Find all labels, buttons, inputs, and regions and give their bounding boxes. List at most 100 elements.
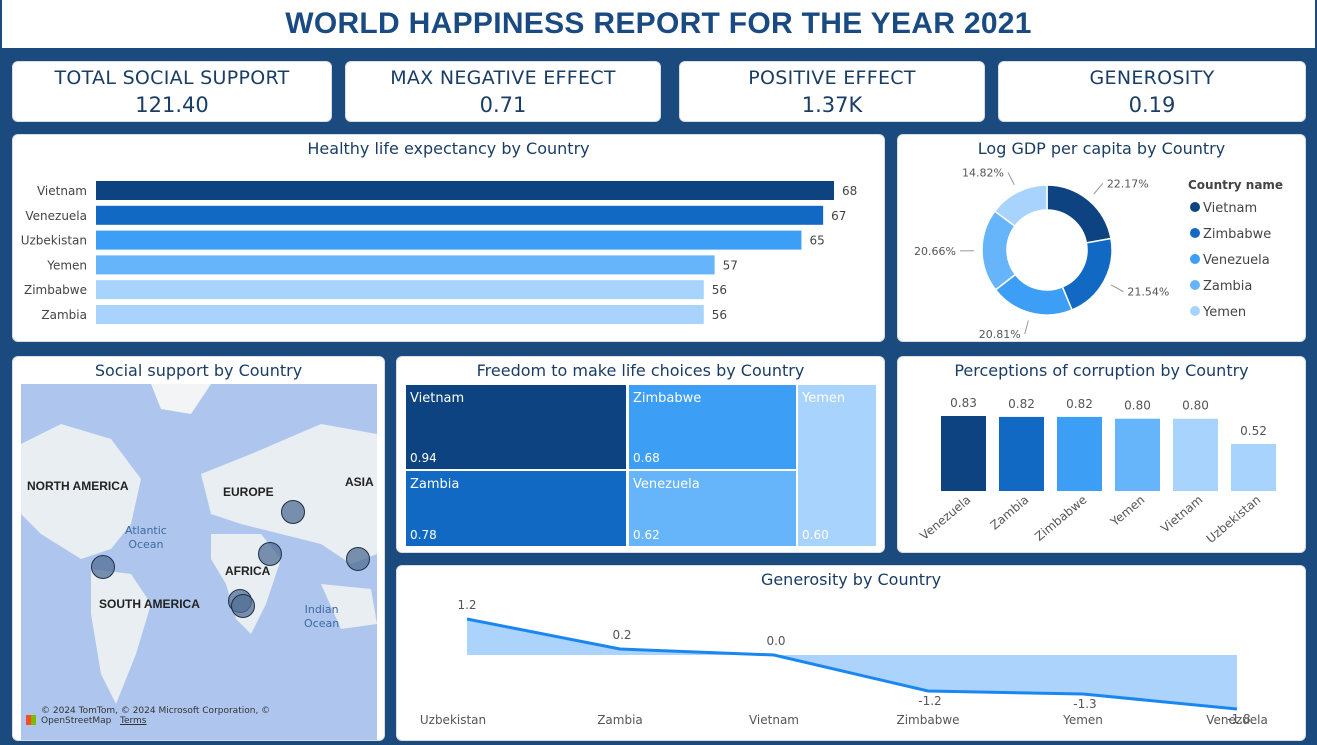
category-label: Zimbabwe (1032, 493, 1089, 544)
treemap-tile-name: Zimbabwe (633, 391, 702, 406)
bar-yemen (1115, 418, 1160, 491)
map-terms-link[interactable]: Terms (119, 716, 147, 726)
kpi-value: 121.40 (135, 92, 209, 117)
legend-item: Venezuela (1203, 253, 1270, 268)
treemap-tile-value: 0.68 (633, 451, 660, 465)
data-label: 56 (712, 308, 727, 322)
freedom-treemap-card[interactable]: Freedom to make life choices by Country … (396, 356, 885, 553)
chart-title: Generosity by Country (760, 570, 942, 589)
kpi-total-social-support[interactable]: TOTAL SOCIAL SUPPORT 121.40 (12, 61, 332, 122)
category-label: Uzbekistan (1204, 493, 1264, 546)
chart-title: Log GDP per capita by Country (977, 139, 1226, 158)
microsoft-logo-icon (26, 715, 36, 725)
bar-venezuela (96, 205, 824, 225)
category-label: Vietnam (37, 184, 87, 198)
treemap-tile-yemen[interactable]: Yemen 0.60 (798, 385, 876, 546)
bar-yemen (96, 255, 715, 275)
chart-title: Freedom to make life choices by Country (476, 361, 805, 380)
data-label: 0.83 (950, 396, 977, 410)
data-label: 0.80 (1182, 399, 1209, 413)
category-label: Zimbabwe (896, 713, 959, 727)
treemap-tile-name: Venezuela (633, 477, 700, 492)
data-label: 0.52 (1240, 424, 1267, 438)
treemap-tile-zambia[interactable]: Zambia 0.78 (406, 471, 626, 546)
corruption-bar-chart: 0.83 Venezuela 0.82 Zambia 0.82 Zimbabwe 0.80 Y… (917, 396, 1276, 546)
map-land (21, 384, 377, 704)
life-expectancy-bar-chart: Vietnam 68 Venezuela 67 Uzbekistan 65 Yemen 57 Z… (21, 181, 857, 324)
map-bubble-zimbabwe[interactable] (231, 594, 255, 618)
map-label-africa: AFRICA (225, 564, 271, 578)
treemap-tile-value: 0.62 (633, 528, 660, 542)
data-label: 0.0 (766, 634, 785, 648)
legend-marker (1190, 306, 1200, 316)
data-label: -1.8 (1227, 712, 1250, 726)
world-map[interactable]: NORTH AMERICA EUROPE ASIA AFRICA SOUTH A… (21, 384, 377, 740)
data-label: 14.82% (962, 166, 1004, 179)
bar-zambia (999, 416, 1044, 491)
leader-line (1110, 284, 1124, 293)
treemap-tile-venezuela[interactable]: Venezuela 0.62 (629, 471, 796, 546)
kpi-label: MAX NEGATIVE EFFECT (390, 66, 616, 89)
category-label: Zambia (41, 308, 87, 322)
legend-marker (1190, 280, 1200, 290)
treemap-tile-name: Zambia (410, 477, 460, 492)
data-label: 22.17% (1107, 177, 1149, 190)
category-label: Yemen (1107, 493, 1147, 530)
map-label-north-america: NORTH AMERICA (27, 479, 129, 493)
treemap-tile-value: 0.78 (410, 528, 437, 542)
category-label: Uzbekistan (420, 713, 486, 727)
data-label: 1.2 (457, 598, 476, 612)
category-label: Venezuela (917, 493, 973, 543)
kpi-max-negative-effect[interactable]: MAX NEGATIVE EFFECT 0.71 (345, 61, 661, 122)
map-label-asia: ASIA (345, 475, 374, 489)
category-label: Venezuela (25, 209, 87, 223)
area-line (466, 617, 1238, 711)
bar-zimbabwe (96, 280, 704, 300)
report-header: WORLD HAPPINESS REPORT FOR THE YEAR 2021 (2, 0, 1315, 48)
treemap-tile-value: 0.94 (410, 451, 437, 465)
generosity-area-chart: 1.2 Uzbekistan 0.2 Zambia 0.0 Vietnam -1.2 Zimb… (420, 598, 1268, 727)
kpi-label: TOTAL SOCIAL SUPPORT (54, 66, 290, 89)
chart-title: Healthy life expectancy by Country (307, 139, 590, 158)
treemap-tile-vietnam[interactable]: Vietnam 0.94 (406, 385, 626, 469)
treemap-tile-zimbabwe[interactable]: Zimbabwe 0.68 (629, 385, 796, 469)
data-label: 0.2 (612, 628, 631, 642)
generosity-chart-card[interactable]: Generosity by Country 1.2 Uzbekistan 0.2 Za… (396, 565, 1306, 741)
life-expectancy-chart-card[interactable]: Healthy life expectancy by Country Vietn… (12, 134, 885, 342)
kpi-value: 1.37K (801, 92, 863, 117)
bar-zimbabwe (1057, 416, 1102, 491)
map-bubble-vietnam[interactable] (346, 547, 370, 571)
gdp-donut-chart-card[interactable]: Log GDP per capita by Country 22.17% 21.5… (897, 134, 1306, 342)
map-label-south-america: SOUTH AMERICA (99, 597, 200, 611)
treemap-tile-name: Vietnam (410, 391, 465, 406)
map-label-indian: Indian Ocean (304, 603, 340, 630)
map-label-atlantic: Atlantic Ocean (125, 524, 167, 551)
donut-slice-yemen (993, 184, 1048, 228)
legend-item: Yemen (1202, 305, 1246, 320)
kpi-label: GENEROSITY (1089, 66, 1215, 89)
category-label: Yemen (1062, 713, 1103, 727)
data-label: 68 (842, 184, 857, 198)
kpi-label: POSITIVE EFFECT (748, 66, 916, 89)
data-label: 20.81% (979, 328, 1021, 341)
leader-line (1024, 320, 1029, 335)
social-support-map-card[interactable]: Social support by Country NORTH AMERICA … (12, 356, 385, 741)
kpi-generosity[interactable]: GENEROSITY 0.19 (998, 61, 1306, 122)
legend-marker (1190, 228, 1200, 238)
map-bubble-uzbekistan[interactable] (281, 500, 305, 524)
kpi-positive-effect[interactable]: POSITIVE EFFECT 1.37K (679, 61, 985, 122)
category-label: Yemen (46, 258, 87, 272)
category-label: Vietnam (1158, 493, 1205, 536)
map-bubble-yemen[interactable] (258, 542, 282, 566)
data-label: 0.82 (1066, 397, 1093, 411)
corruption-chart-card[interactable]: Perceptions of corruption by Country 0.8… (897, 356, 1306, 553)
chart-title: Social support by Country (94, 361, 303, 380)
leader-line (1093, 182, 1104, 195)
data-label: 20.66% (914, 245, 956, 258)
data-label: -1.2 (918, 694, 941, 708)
bar-vietnam (96, 181, 834, 200)
chart-title: Perceptions of corruption by Country (954, 361, 1249, 380)
legend-item: Vietnam (1203, 201, 1257, 216)
category-label: Vietnam (749, 713, 799, 727)
map-bubble-venezuela[interactable] (91, 555, 115, 579)
